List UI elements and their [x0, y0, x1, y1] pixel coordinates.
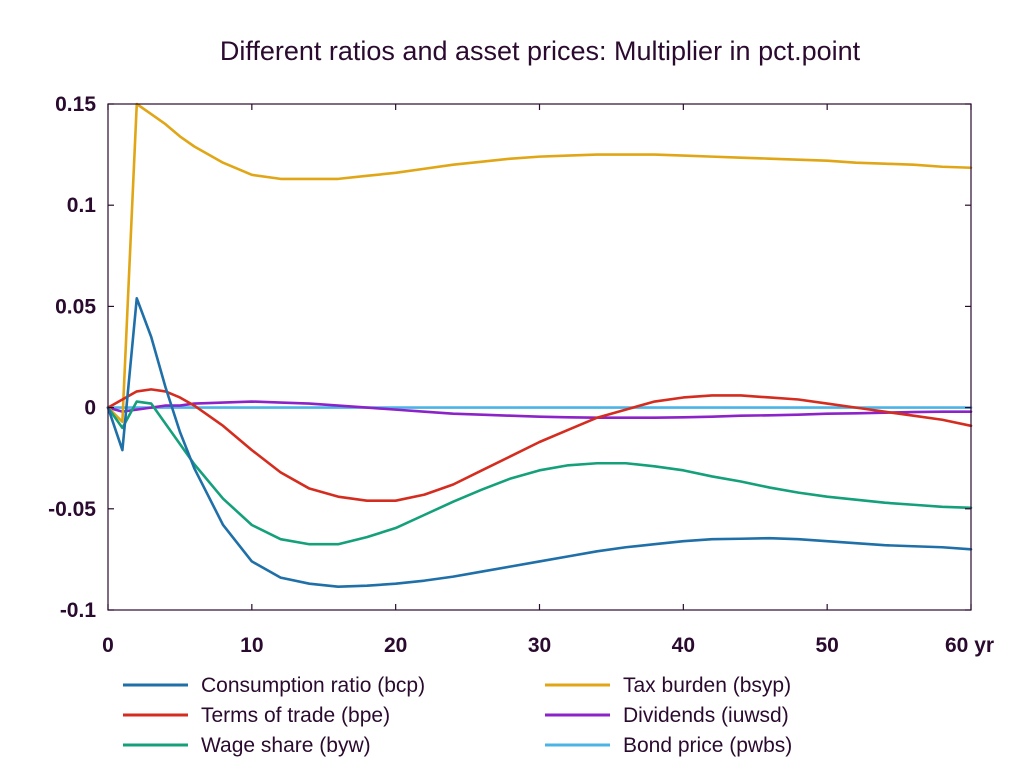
- y-tick-label: 0.1: [67, 194, 97, 217]
- x-tick-label: 60 yr: [945, 634, 994, 657]
- legend-label: Bond price (pwbs): [623, 734, 792, 757]
- series-line-4: [106, 400, 973, 420]
- y-tick-label: 0: [84, 397, 96, 420]
- legend-label: Dividends (iuwsd): [623, 704, 789, 727]
- series-line-0: [106, 296, 973, 589]
- x-tick-label: 30: [528, 634, 551, 657]
- legend: Consumption ratio (bcp) Tax burden (bsyp)…: [123, 674, 792, 757]
- series-line-3: [106, 102, 973, 424]
- axes: -0.1 -0.05 0 0.05 0.1 0.15 0 10 20 30 40 50 60 yr: [48, 93, 994, 657]
- x-tick-label: 10: [240, 634, 263, 657]
- legend-label: Tax burden (bsyp): [623, 674, 791, 697]
- y-tick-label: -0.05: [48, 498, 96, 521]
- series-line-2: [106, 400, 973, 546]
- legend-label: Terms of trade (bpe): [201, 704, 390, 727]
- plot-area: [106, 102, 973, 589]
- x-tick-label: 20: [384, 634, 407, 657]
- chart-title: Different ratios and asset prices: Multi…: [220, 36, 861, 66]
- legend-label: Consumption ratio (bcp): [201, 674, 425, 697]
- plot-frame: [107, 103, 972, 611]
- x-tick-label: 0: [102, 634, 114, 657]
- x-tick-label: 50: [815, 634, 838, 657]
- legend-label: Wage share (byw): [201, 734, 371, 757]
- y-tick-label: -0.1: [60, 599, 97, 622]
- y-tick-label: 0.05: [55, 295, 96, 318]
- series-line-1: [106, 388, 973, 503]
- x-tick-label: 40: [672, 634, 695, 657]
- y-tick-label: 0.15: [55, 93, 96, 116]
